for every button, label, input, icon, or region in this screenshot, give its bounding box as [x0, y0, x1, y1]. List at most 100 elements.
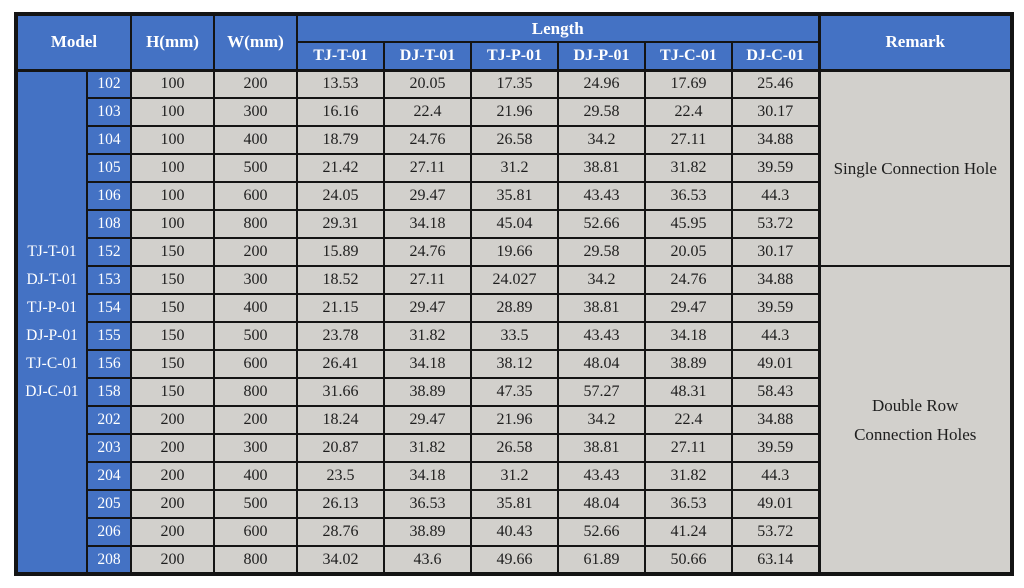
length-value-cell: 25.46 — [731, 69, 820, 99]
length-value-cell: 45.95 — [644, 209, 733, 239]
model-number-cell: 153 — [86, 265, 132, 295]
length-value-cell: 35.81 — [470, 489, 559, 519]
length-value-cell: 13.53 — [296, 69, 385, 99]
table-row: 153 150 300 18.52 27.11 24.027 34.2 24.76 34.88 D… — [16, 265, 1013, 575]
length-value-cell: 27.11 — [644, 125, 733, 155]
length-value-cell: 63.14 — [731, 545, 820, 575]
length-value-cell: 31.82 — [383, 433, 472, 463]
length-value-cell: 22.4 — [644, 97, 733, 127]
length-value-cell: 24.76 — [383, 237, 472, 267]
table-row: 155 150 500 23.78 31.82 33.5 43.43 34.18 44.3 — [16, 321, 1012, 351]
length-value-cell: 23.5 — [296, 461, 385, 491]
length-value-cell: 57.27 — [557, 377, 646, 407]
header-remark: Remark — [817, 13, 1013, 71]
length-value-cell: 29.47 — [383, 181, 472, 211]
table-row: 154 150 400 21.15 29.47 28.89 38.81 29.47 39.59 — [16, 293, 1012, 323]
table-row: 202 200 200 18.24 29.47 21.96 34.2 22.4 34.88 — [16, 405, 1012, 435]
model-number-cell: 208 — [86, 545, 132, 575]
table-row: 104 100 400 18.79 24.76 26.58 34.2 27.11 34.88 — [16, 125, 1012, 155]
model-name-label: DJ-P-01 — [26, 326, 78, 344]
length-value-cell: 39.59 — [731, 433, 820, 463]
length-value-cell: 38.12 — [470, 349, 559, 379]
length-value-cell: 24.76 — [644, 265, 733, 295]
length-value-cell: 31.2 — [470, 461, 559, 491]
w-value-cell: 500 — [213, 489, 298, 519]
w-value-cell: 300 — [213, 433, 298, 463]
length-value-cell: 43.43 — [557, 181, 646, 211]
remark-line: Double Row — [872, 395, 959, 415]
w-value-cell: 300 — [213, 265, 298, 295]
w-value-cell: 800 — [213, 377, 298, 407]
length-value-cell: 33.5 — [470, 321, 559, 351]
length-value-cell: 38.81 — [557, 153, 646, 183]
length-value-cell: 24.96 — [557, 69, 646, 99]
h-value-cell: 100 — [130, 153, 215, 183]
w-value-cell: 400 — [213, 293, 298, 323]
length-value-cell: 39.59 — [731, 293, 820, 323]
length-value-cell: 21.15 — [296, 293, 385, 323]
length-value-cell: 20.05 — [644, 237, 733, 267]
length-value-cell: 38.89 — [383, 517, 472, 547]
header-length-col-tj-c-01: TJ-C-01 — [644, 41, 733, 71]
model-number-cell: 154 — [86, 293, 132, 323]
length-value-cell: 43.6 — [383, 545, 472, 575]
length-value-cell: 48.04 — [557, 349, 646, 379]
h-value-cell: 200 — [130, 461, 215, 491]
length-value-cell: 34.88 — [731, 405, 820, 435]
model-number-cell: 108 — [86, 209, 132, 239]
length-value-cell: 27.11 — [383, 265, 472, 295]
length-value-cell: 52.66 — [557, 209, 646, 239]
length-value-cell: 45.04 — [470, 209, 559, 239]
h-value-cell: 100 — [130, 97, 215, 127]
length-value-cell: 21.42 — [296, 153, 385, 183]
h-value-cell: 100 — [130, 125, 215, 155]
table-row: 156 150 600 26.41 34.18 38.12 48.04 38.89 49.01 — [16, 349, 1012, 379]
length-value-cell: 24.05 — [296, 181, 385, 211]
length-value-cell: 22.4 — [383, 97, 472, 127]
length-value-cell: 26.41 — [296, 349, 385, 379]
header-length-col-tj-p-01: TJ-P-01 — [470, 41, 559, 71]
table-row: 203 200 300 20.87 31.82 26.58 38.81 27.11 39.59 — [16, 433, 1012, 463]
table-row: 204 200 400 23.5 34.18 31.2 43.43 31.82 44.3 — [16, 461, 1012, 491]
model-number-cell: 105 — [86, 153, 132, 183]
length-value-cell: 34.88 — [731, 125, 820, 155]
h-value-cell: 150 — [130, 293, 215, 323]
w-value-cell: 600 — [213, 181, 298, 211]
header-row-1: Model H(mm) W(mm) Length Remark — [15, 13, 1013, 71]
model-number-cell: 155 — [86, 321, 132, 351]
table-row: 108 100 800 29.31 34.18 45.04 52.66 45.95 53.72 — [16, 209, 1012, 239]
length-value-cell: 35.81 — [470, 181, 559, 211]
header-w-mm: W(mm) — [213, 13, 298, 71]
length-value-cell: 19.66 — [470, 237, 559, 267]
h-value-cell: 200 — [130, 489, 215, 519]
length-value-cell: 41.24 — [644, 517, 733, 547]
model-number-cell: 203 — [86, 433, 132, 463]
remark-cell: Double Row Connection Holes — [817, 265, 1013, 575]
length-value-cell: 61.89 — [557, 545, 646, 575]
length-value-cell: 29.31 — [296, 209, 385, 239]
w-value-cell: 400 — [213, 125, 298, 155]
remark-cell: Single Connection Hole — [817, 69, 1013, 267]
model-number-cell: 204 — [86, 461, 132, 491]
h-value-cell: 100 — [130, 69, 215, 99]
length-value-cell: 31.82 — [383, 321, 472, 351]
length-value-cell: 34.2 — [557, 125, 646, 155]
length-value-cell: 49.01 — [731, 489, 820, 519]
model-names-cell: TJ-T-01 DJ-T-01 TJ-P-01 DJ-P-01 TJ-C-01 DJ-C-… — [15, 69, 88, 575]
length-value-cell: 43.43 — [557, 461, 646, 491]
h-value-cell: 150 — [130, 265, 215, 295]
length-value-cell: 15.89 — [296, 237, 385, 267]
length-value-cell: 34.2 — [557, 265, 646, 295]
h-value-cell: 150 — [130, 321, 215, 351]
table-row: 103 100 300 16.16 22.4 21.96 29.58 22.4 30.17 — [16, 97, 1012, 127]
model-name-label: TJ-T-01 — [27, 242, 77, 260]
length-value-cell: 34.18 — [383, 209, 472, 239]
length-value-cell: 44.3 — [731, 461, 820, 491]
length-value-cell: 38.89 — [383, 377, 472, 407]
remark-line: Single Connection Hole — [833, 158, 997, 178]
model-number-cell: 158 — [86, 377, 132, 407]
model-name-label: TJ-C-01 — [26, 354, 78, 372]
length-value-cell: 30.17 — [731, 237, 820, 267]
table-row: 158 150 800 31.66 38.89 47.35 57.27 48.31 58.43 — [16, 377, 1012, 407]
model-name-label: DJ-C-01 — [25, 382, 79, 400]
